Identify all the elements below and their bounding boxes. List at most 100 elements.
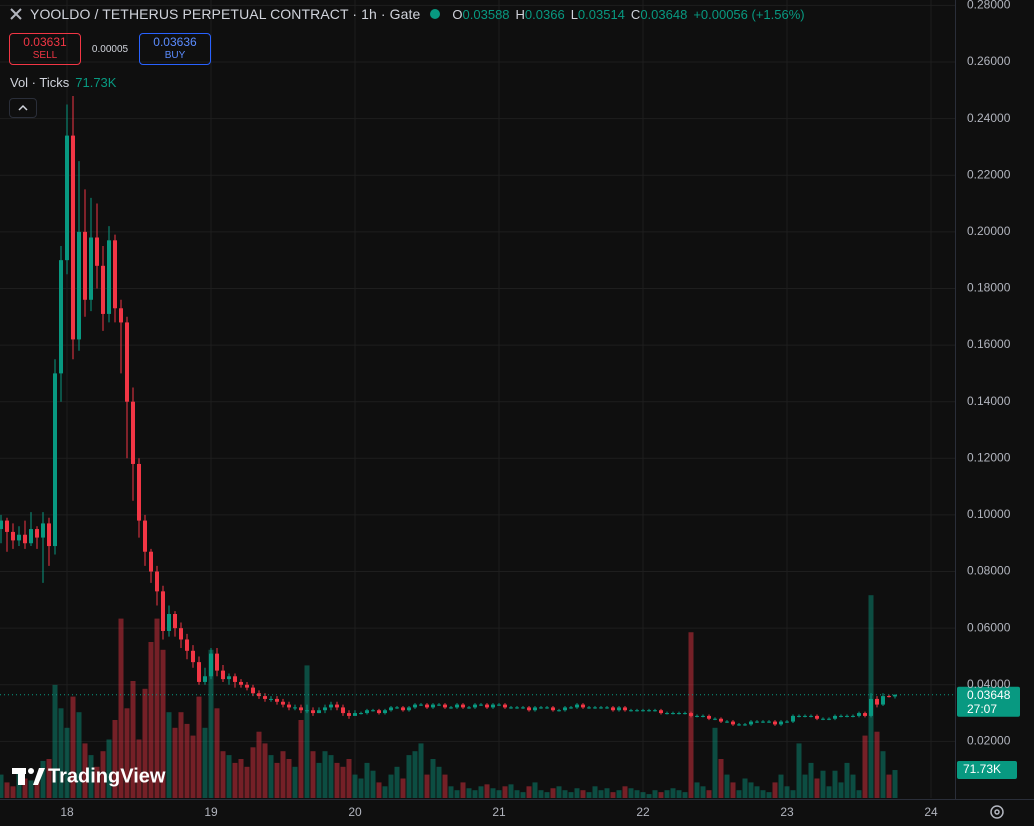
candle-body — [17, 534, 21, 541]
candle-body — [401, 707, 405, 711]
candle-body — [563, 707, 567, 711]
volume-bar — [298, 720, 304, 798]
candle-body — [305, 710, 309, 712]
candle-body — [869, 698, 873, 716]
candle-body — [65, 135, 69, 261]
volume-bar — [340, 766, 346, 798]
settings-icon[interactable] — [990, 805, 1004, 819]
volume-bar — [532, 782, 538, 798]
candle-body — [113, 240, 117, 309]
x-tick-label: 20 — [348, 805, 362, 819]
candle-body — [167, 613, 171, 631]
volume-bar — [328, 755, 334, 798]
volume-bar — [520, 792, 526, 798]
candle-body — [185, 639, 189, 651]
candle-body — [239, 681, 243, 685]
volume-bar — [640, 792, 646, 798]
volume-bar — [514, 790, 520, 798]
ohlc-value: 0.03648 — [640, 6, 688, 22]
candle-body — [437, 704, 441, 706]
ohlc-low: L0.03514 — [571, 7, 625, 22]
candle-body — [179, 628, 183, 640]
candle-body — [785, 721, 789, 723]
volume-bar — [130, 681, 136, 798]
candle-body — [797, 715, 801, 717]
volume-bar — [676, 790, 682, 798]
candle-body — [503, 704, 507, 708]
volume-bar — [88, 755, 94, 798]
y-tick-label: 0.16000 — [967, 337, 1011, 351]
logo-mark — [18, 768, 25, 785]
candle-body — [353, 713, 357, 716]
candle-body — [269, 698, 273, 700]
volume-bar — [424, 774, 430, 798]
buy-button[interactable]: 0.03636 BUY — [139, 33, 211, 65]
volume-bar — [670, 788, 676, 798]
candle-body — [515, 707, 519, 709]
volume-bar — [166, 712, 172, 798]
candle-body — [809, 715, 813, 717]
candle-body — [761, 721, 765, 723]
volume-bar — [52, 684, 58, 798]
sell-button[interactable]: 0.03631 SELL — [9, 33, 81, 65]
volume-bar — [64, 727, 70, 798]
candle-body — [377, 710, 381, 714]
collapse-button[interactable] — [9, 98, 37, 118]
volume-bar — [706, 790, 712, 798]
chart-title: YOOLDO / TETHERUS PERPETUAL CONTRACT · 1… — [30, 6, 421, 22]
candle-body — [0, 520, 3, 530]
candle-body — [497, 704, 501, 706]
candle-body — [629, 710, 633, 712]
candle-body — [329, 704, 333, 708]
candle-body — [107, 240, 111, 314]
volume-bar — [214, 708, 220, 798]
volume-bar — [256, 731, 262, 798]
candle-body — [449, 707, 453, 709]
symbol-icon — [10, 8, 22, 20]
volume-bar — [304, 665, 310, 798]
candle-body — [407, 707, 411, 711]
candle-body — [473, 704, 477, 708]
volume-bar — [754, 786, 760, 798]
candle-body — [203, 676, 207, 682]
last-price-tag — [957, 686, 1020, 717]
candle-body — [191, 650, 195, 663]
ohlc-value: 0.0366 — [524, 6, 565, 22]
volume-bar — [154, 618, 160, 798]
volume-bar — [772, 782, 778, 798]
volume-bar — [586, 792, 592, 798]
volume-bar — [28, 780, 34, 798]
volume-bar — [46, 759, 52, 798]
volume-bar — [466, 788, 472, 798]
volume-bar — [334, 762, 340, 798]
candle-body — [413, 704, 417, 708]
volume-bar — [382, 786, 388, 798]
y-tick-label: 0.02000 — [967, 734, 1011, 748]
candle-body — [791, 715, 795, 722]
volume-bar — [226, 755, 232, 798]
volume-bar — [442, 774, 448, 798]
volume-bar — [208, 649, 214, 798]
candle-body — [833, 715, 837, 719]
volume-bar — [838, 782, 844, 798]
candle-body — [773, 721, 777, 725]
candle-body — [83, 231, 87, 300]
volume-bar — [736, 790, 742, 798]
ohlc-prefix: L — [570, 6, 578, 22]
candle-body — [641, 710, 645, 712]
candle-body — [533, 707, 537, 711]
volume-bar — [664, 790, 670, 798]
volume-bar — [568, 792, 574, 798]
candle-body — [557, 710, 561, 712]
sell-price: 0.03631 — [23, 35, 67, 49]
candle-body — [263, 696, 267, 699]
volume-bar — [352, 774, 358, 798]
settings-gear[interactable] — [990, 805, 1004, 819]
volume-bar — [694, 782, 700, 798]
volume-bar — [508, 784, 514, 798]
candle-body — [281, 701, 285, 705]
volume-bar — [10, 786, 16, 798]
candle-body — [881, 696, 885, 705]
